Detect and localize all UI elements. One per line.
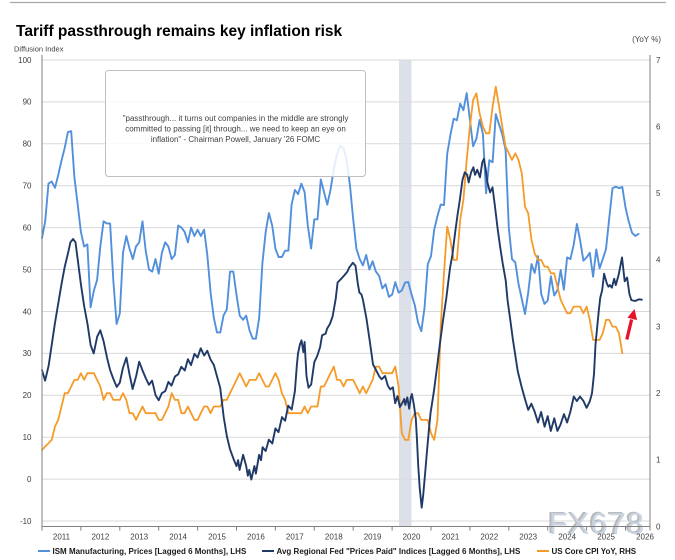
svg-text:1: 1	[656, 456, 661, 465]
svg-text:5: 5	[656, 189, 661, 198]
svg-text:2019: 2019	[364, 533, 382, 542]
svg-text:4: 4	[656, 256, 661, 265]
svg-text:committed to passing [it] thro: committed to passing [it] through... we …	[125, 125, 346, 134]
svg-text:10: 10	[23, 433, 32, 442]
svg-text:2023: 2023	[519, 533, 537, 542]
svg-text:2: 2	[656, 389, 661, 398]
svg-text:inflation" - Chairman Powell,: inflation" - Chairman Powell, January '2…	[151, 135, 321, 144]
svg-text:20: 20	[23, 391, 32, 400]
svg-text:Diffusion Index: Diffusion Index	[14, 45, 64, 54]
svg-text:2015: 2015	[208, 533, 226, 542]
svg-text:2020: 2020	[403, 533, 421, 542]
svg-text:0: 0	[27, 475, 32, 484]
svg-text:40: 40	[23, 307, 32, 316]
svg-text:FX678: FX678	[547, 505, 643, 540]
svg-text:FX678: FX678	[549, 506, 645, 541]
svg-text:-10: -10	[20, 517, 32, 526]
svg-text:3: 3	[656, 322, 661, 331]
svg-text:2026: 2026	[636, 533, 654, 542]
svg-text:ISM Manufacturing, Prices [Lag: ISM Manufacturing, Prices [Lagged 6 Mont…	[53, 547, 247, 556]
svg-text:2012: 2012	[92, 533, 110, 542]
svg-text:2018: 2018	[325, 533, 343, 542]
svg-text:2022: 2022	[480, 533, 498, 542]
svg-text:70: 70	[23, 182, 32, 191]
svg-text:30: 30	[23, 349, 32, 358]
svg-text:2016: 2016	[247, 533, 265, 542]
svg-text:US Core CPI YoY, RHS: US Core CPI YoY, RHS	[552, 547, 637, 556]
svg-text:"passthrough... it turns out c: "passthrough... it turns out companies i…	[123, 114, 349, 123]
svg-text:2014: 2014	[169, 533, 187, 542]
svg-text:2021: 2021	[442, 533, 460, 542]
svg-text:2013: 2013	[130, 533, 148, 542]
svg-text:(YoY %): (YoY %)	[632, 35, 661, 44]
svg-text:Avg Regional Fed "Prices Paid": Avg Regional Fed "Prices Paid" Indices […	[277, 547, 521, 556]
svg-text:6: 6	[656, 122, 661, 131]
svg-text:90: 90	[23, 98, 32, 107]
svg-text:Tariff passthrough remains key: Tariff passthrough remains key inflation…	[16, 23, 343, 40]
svg-text:7: 7	[656, 56, 661, 65]
svg-text:100: 100	[18, 56, 32, 65]
svg-text:2011: 2011	[53, 533, 71, 542]
svg-text:50: 50	[23, 265, 32, 274]
svg-text:2017: 2017	[286, 533, 304, 542]
svg-text:80: 80	[23, 140, 32, 149]
svg-text:2024: 2024	[558, 533, 576, 542]
svg-text:2025: 2025	[597, 533, 615, 542]
svg-text:0: 0	[656, 522, 661, 531]
svg-text:60: 60	[23, 223, 32, 232]
